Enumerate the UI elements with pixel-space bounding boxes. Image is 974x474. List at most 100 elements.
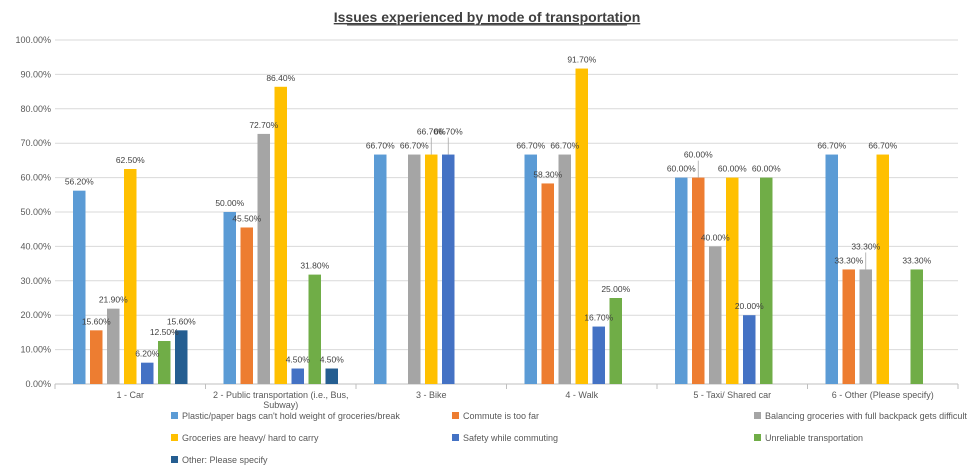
bar [558,154,571,384]
y-axis: 0.00% 10.00% 20.00% 30.00% 40.00% 50.00% 60.00… [15,35,51,389]
data-label: 72.70% [249,120,278,130]
legend-swatch [171,434,178,441]
data-label: 66.70% [400,141,429,151]
bar [308,274,321,384]
data-label: 33.30% [902,255,931,265]
legend-item-label: Unreliable transportation [765,433,863,443]
bar [592,326,605,384]
bar [692,177,705,384]
data-label: 66.70% [434,127,463,137]
data-label: 15.60% [167,316,196,326]
data-label: 56.20% [65,177,94,187]
data-label: 15.60% [82,316,111,326]
data-label: 45.50% [232,213,261,223]
bar [709,246,722,384]
bar [842,269,855,384]
data-label: 60.00% [684,150,713,160]
data-label: 6.20% [135,349,160,359]
data-labels: 56.20%15.60%21.90%62.50%6.20%12.50%15.60… [65,55,932,365]
y-tick-label: 60.00% [20,173,51,183]
bar [541,183,554,384]
legend-swatch [452,412,459,419]
data-label: 4.50% [320,355,345,365]
y-tick-label: 70.00% [20,138,51,148]
category-label: 2 - Public transportation (i.e., Bus, [213,390,349,400]
legend-swatch [171,456,178,463]
bar [910,269,923,384]
bar [425,154,438,384]
y-tick-label: 50.00% [20,207,51,217]
bar [141,362,154,384]
y-tick-label: 80.00% [20,104,51,114]
bars-group [73,68,923,384]
bar [408,154,421,384]
y-tick-label: 10.00% [20,345,51,355]
data-label: 62.50% [116,155,145,165]
bar [859,269,872,384]
legend-swatch [754,412,761,419]
y-tick-label: 40.00% [20,241,51,251]
data-label: 12.50% [150,327,179,337]
data-label: 58.30% [533,169,562,179]
bar [274,86,287,384]
category-label: 4 - Walk [565,390,598,400]
gridlines [55,39,958,385]
legend-item-label: Groceries are heavy/ hard to carry [182,433,319,443]
data-label: 60.00% [667,164,696,174]
data-label: 33.30% [834,255,863,265]
data-label: 66.70% [550,141,579,151]
data-label: 31.80% [300,261,329,271]
legend-swatch [754,434,761,441]
data-label: 33.30% [851,241,880,251]
bar [825,154,838,384]
bar [223,212,236,384]
data-label: 25.00% [601,284,630,294]
bar [609,298,622,384]
y-tick-label: 30.00% [20,276,51,286]
data-label: 50.00% [215,198,244,208]
legend: Plastic/paper bags can't hold weight of … [171,411,967,465]
bar [175,330,188,384]
bar [107,308,120,384]
y-tick-label: 20.00% [20,310,51,320]
legend-item-label: Safety while commuting [463,433,558,443]
bar [124,169,137,384]
legend-item-label: Commute is too far [463,411,539,421]
bar [257,133,270,384]
bar [876,154,889,384]
bar [743,315,756,384]
data-label: 86.40% [266,73,295,83]
data-label: 66.70% [417,127,446,137]
category-label: 5 - Taxi/ Shared car [693,390,771,400]
data-label: 60.00% [718,164,747,174]
bar [73,190,86,384]
data-label: 16.70% [584,313,613,323]
bar [575,68,588,384]
data-label: 66.70% [817,141,846,151]
data-label: 91.70% [567,55,596,65]
category-label: 3 - Bike [416,390,447,400]
bar [325,368,338,384]
legend-swatch [452,434,459,441]
y-tick-label: 100.00% [15,35,51,45]
data-label: 21.90% [99,295,128,305]
y-tick-label: 0.00% [25,379,51,389]
category-label: Subway) [263,400,298,410]
data-label: 40.00% [701,232,730,242]
data-label: 4.50% [286,355,311,365]
bar [158,341,171,384]
category-label: 6 - Other (Please specify) [832,390,934,400]
legend-item-label: Plastic/paper bags can't hold weight of … [182,411,400,421]
bar [374,154,387,384]
data-label: 60.00% [752,164,781,174]
bar [675,177,688,384]
legend-item-label: Other: Please specify [182,455,268,465]
bar [90,330,103,384]
data-label: 20.00% [735,301,764,311]
legend-swatch [171,412,178,419]
category-label: 1 - Car [116,390,144,400]
y-tick-label: 90.00% [20,69,51,79]
chart-title: Issues experienced by mode of transporta… [334,9,641,25]
